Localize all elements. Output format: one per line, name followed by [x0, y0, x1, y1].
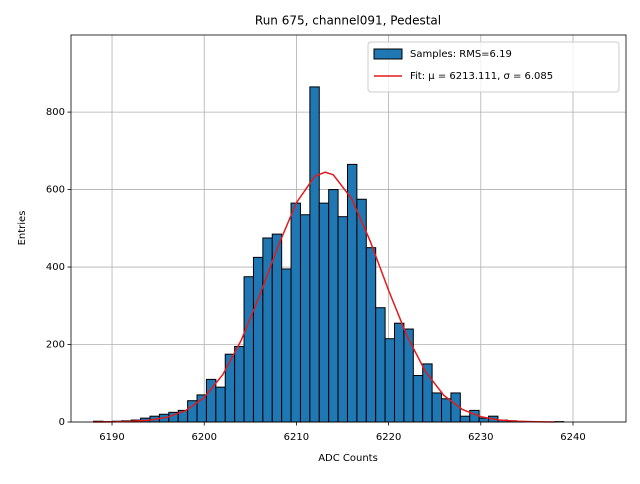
histogram-bar: [310, 87, 319, 422]
y-tick-label: 400: [46, 262, 65, 273]
histogram-bar: [300, 215, 309, 422]
histogram-bar: [282, 269, 291, 422]
histogram-bar: [319, 203, 328, 422]
x-axis-label: ADC Counts: [318, 453, 378, 464]
y-tick-label: 600: [46, 185, 65, 196]
histogram-bar: [357, 199, 366, 422]
histogram-bar: [432, 393, 441, 422]
histogram-bar: [235, 346, 244, 422]
legend-swatch: [374, 49, 402, 59]
histogram-bar: [442, 399, 451, 422]
histogram-bar: [479, 418, 488, 422]
legend-label: Samples: RMS=6.19: [410, 49, 512, 60]
x-tick-label: 6200: [191, 432, 216, 443]
histogram-bar: [272, 234, 281, 422]
histogram-bar: [385, 339, 394, 422]
histogram-bar: [347, 164, 356, 422]
x-tick-label: 6220: [376, 432, 401, 443]
x-tick-label: 6190: [99, 432, 124, 443]
legend-label: Fit: μ = 6213.111, σ = 6.085: [410, 71, 553, 82]
y-axis-label: Entries: [17, 211, 28, 246]
histogram-bar: [423, 364, 432, 422]
histogram-bar: [253, 257, 262, 422]
histogram-bar: [413, 376, 422, 422]
histogram-bar: [291, 203, 300, 422]
histogram-bar: [338, 217, 347, 422]
histogram-bar: [460, 416, 469, 422]
histogram-bar: [216, 387, 225, 422]
y-tick-label: 0: [59, 417, 65, 428]
histogram-bar: [366, 248, 375, 422]
x-tick-label: 6210: [284, 432, 309, 443]
chart-title: Run 675, channel091, Pedestal: [255, 14, 441, 28]
y-tick-label: 200: [46, 340, 65, 351]
histogram-bar: [395, 323, 404, 422]
x-tick-label: 6230: [468, 432, 493, 443]
x-tick-label: 6240: [560, 432, 585, 443]
histogram-bar: [225, 354, 234, 422]
legend: Samples: RMS=6.19 Fit: μ = 6213.111, σ = …: [368, 42, 619, 92]
histogram-bar: [329, 190, 338, 422]
histogram-bar: [244, 277, 253, 422]
histogram-bar: [404, 329, 413, 422]
histogram-bar: [376, 308, 385, 422]
y-tick-label: 800: [46, 107, 65, 118]
